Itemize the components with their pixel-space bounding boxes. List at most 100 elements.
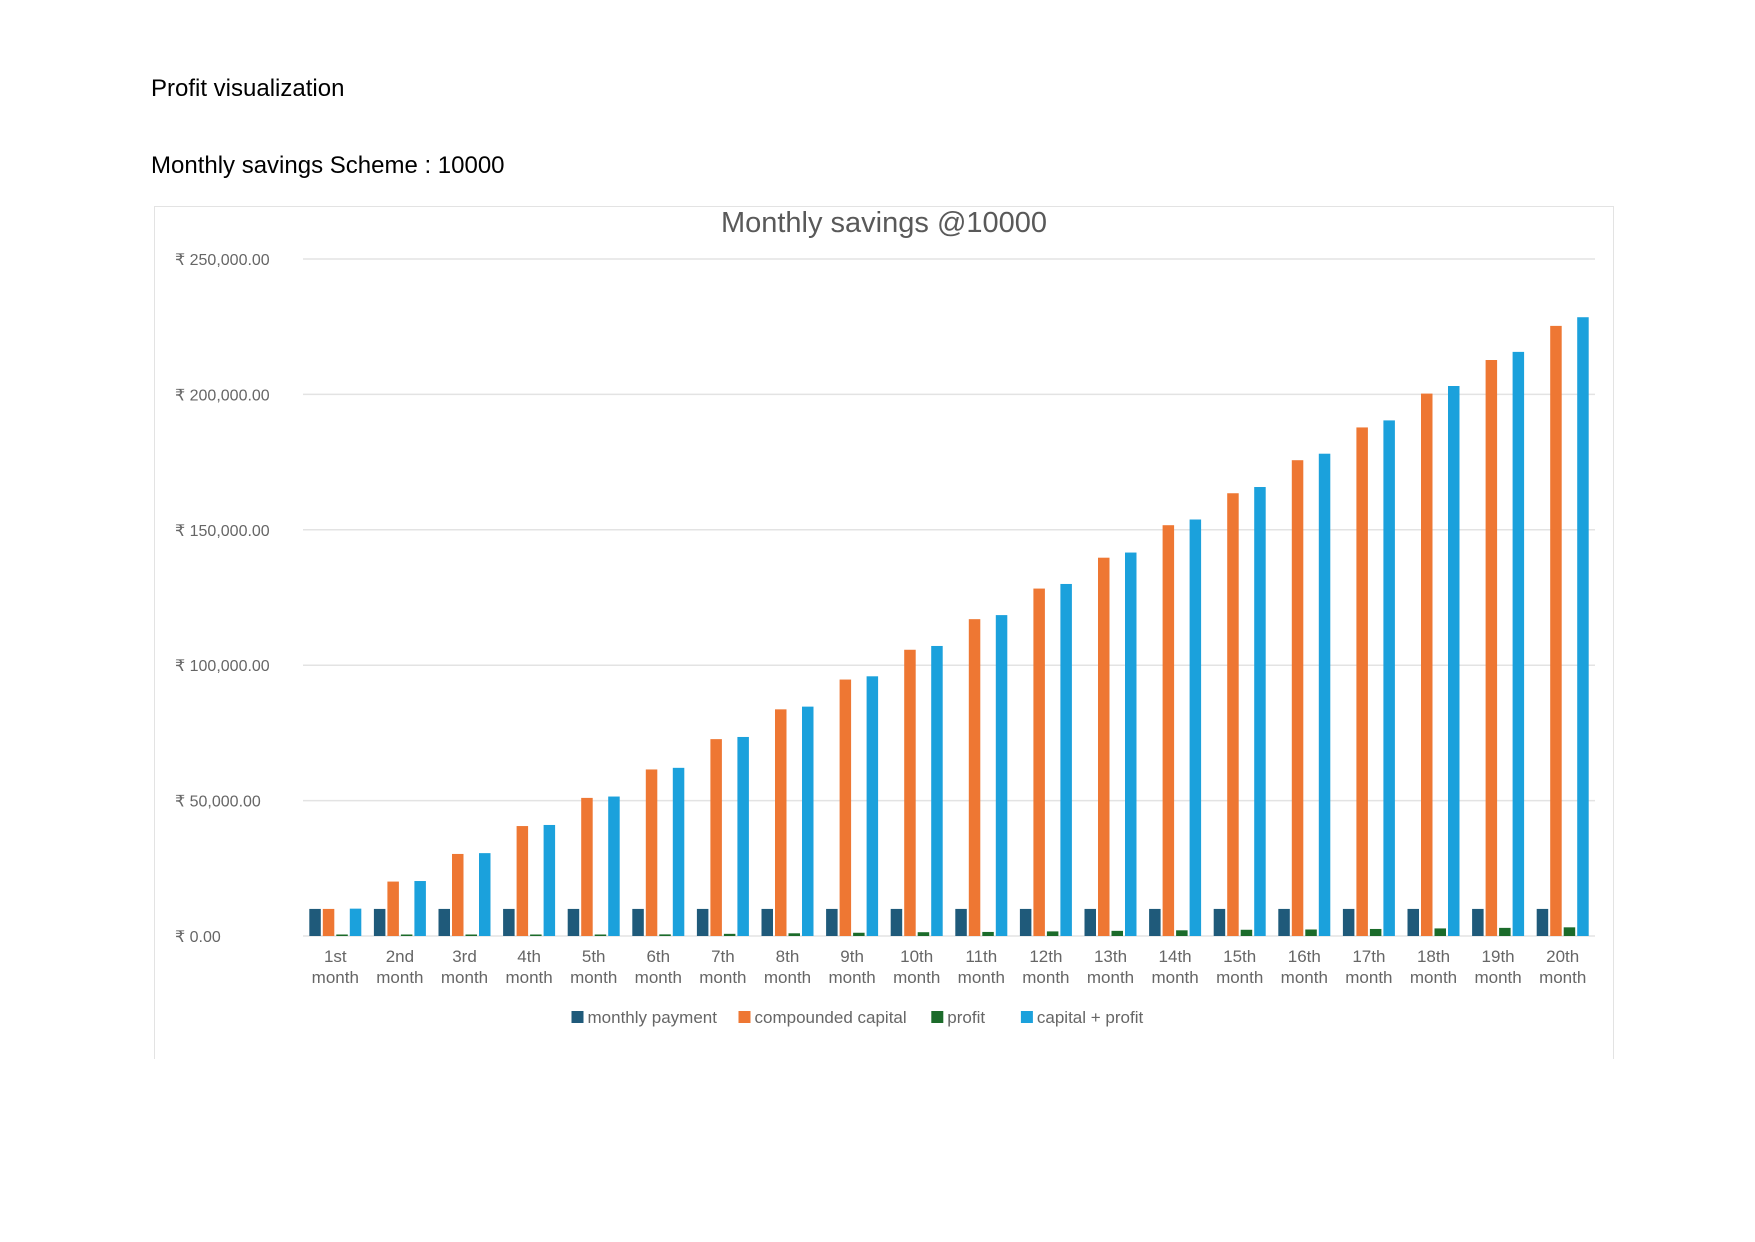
legend-swatch bbox=[931, 1011, 944, 1023]
bar-profit bbox=[853, 932, 865, 936]
bars bbox=[309, 317, 1589, 937]
bar-compounded-capital bbox=[968, 619, 981, 936]
x-tick-label: month bbox=[570, 968, 617, 987]
bar-monthly-payment bbox=[955, 908, 967, 936]
x-tick-label: month bbox=[1087, 968, 1134, 987]
bar-compounded-capital bbox=[645, 769, 658, 936]
bar-profit bbox=[1305, 929, 1317, 936]
bar-capital-profit bbox=[1448, 386, 1460, 936]
x-tick-label: 3rd bbox=[452, 947, 477, 966]
legend-swatch bbox=[738, 1011, 751, 1023]
bar-monthly-payment bbox=[632, 908, 644, 936]
legend-swatch bbox=[1020, 1011, 1033, 1023]
bar-compounded-capital bbox=[904, 649, 916, 936]
y-tick-label: ₹ 100,000.00 bbox=[175, 658, 270, 675]
x-tick-label: month bbox=[893, 968, 940, 987]
x-tick-label: 20th bbox=[1546, 947, 1579, 966]
x-tick-label: 2nd bbox=[386, 947, 414, 966]
x-tick-label: month bbox=[1410, 968, 1457, 987]
x-tick-label: month bbox=[828, 968, 875, 987]
x-tick-label: month bbox=[376, 968, 423, 987]
bar-monthly-payment bbox=[438, 908, 450, 936]
bar-profit bbox=[336, 934, 348, 936]
x-tick-label: 15th bbox=[1223, 947, 1256, 966]
y-tick-label: ₹ 200,000.00 bbox=[175, 387, 270, 404]
y-tick-label: ₹ 250,000.00 bbox=[175, 252, 270, 269]
bar-compounded-capital bbox=[1421, 393, 1433, 936]
bar-monthly-payment bbox=[1278, 908, 1290, 936]
x-tick-label: 16th bbox=[1288, 947, 1321, 966]
bar-compounded-capital bbox=[452, 853, 464, 936]
bar-profit bbox=[594, 934, 607, 936]
bar-capital-profit bbox=[1125, 552, 1137, 936]
bar-monthly-payment bbox=[1084, 908, 1096, 936]
bar-monthly-payment bbox=[1472, 908, 1484, 936]
x-tick-label: 1st bbox=[324, 947, 347, 966]
bar-capital-profit bbox=[349, 908, 362, 936]
x-tick-label: month bbox=[699, 968, 746, 987]
bar-profit bbox=[1176, 930, 1188, 936]
x-tick-label: 8th bbox=[776, 947, 800, 966]
bar-monthly-payment bbox=[1213, 908, 1226, 936]
x-tick-label: 17th bbox=[1352, 947, 1385, 966]
legend: monthly payment compounded capital profit c… bbox=[571, 1008, 1144, 1027]
x-tick-label: month bbox=[1281, 968, 1328, 987]
x-tick-label: 19th bbox=[1482, 947, 1515, 966]
bar-compounded-capital bbox=[1098, 557, 1110, 936]
legend-label: capital + profit bbox=[1037, 1008, 1144, 1027]
y-tick-label: ₹ 0.00 bbox=[175, 929, 221, 946]
bar-compounded-capital bbox=[387, 881, 399, 936]
document-subheading: Monthly savings Scheme : 10000 bbox=[151, 152, 505, 179]
bar-monthly-payment bbox=[761, 908, 773, 936]
x-tick-label: month bbox=[1345, 968, 1392, 987]
bar-monthly-payment bbox=[373, 908, 386, 936]
bar-capital-profit bbox=[543, 824, 556, 936]
bar-capital-profit bbox=[1383, 420, 1395, 936]
x-tick-label: month bbox=[1022, 968, 1069, 987]
bar-profit bbox=[917, 932, 930, 936]
legend-label: profit bbox=[947, 1008, 985, 1027]
bar-capital-profit bbox=[1318, 453, 1331, 936]
bar-capital-profit bbox=[931, 645, 943, 936]
bar-capital-profit bbox=[802, 706, 814, 936]
bar-profit bbox=[530, 934, 542, 936]
bar-profit bbox=[1563, 927, 1576, 936]
bar-capital-profit bbox=[995, 615, 1008, 936]
bar-compounded-capital bbox=[710, 739, 722, 936]
x-tick-label: month bbox=[312, 968, 359, 987]
x-tick-label: 11th bbox=[965, 947, 997, 966]
bar-monthly-payment bbox=[826, 908, 838, 936]
legend-swatch bbox=[571, 1011, 584, 1023]
x-tick-label: month bbox=[635, 968, 682, 987]
x-tick-label: month bbox=[1216, 968, 1263, 987]
bar-compounded-capital bbox=[581, 797, 593, 936]
bar-monthly-payment bbox=[1342, 908, 1355, 936]
x-tick-label: month bbox=[1151, 968, 1198, 987]
chart-frame: Monthly savings @10000 ₹ 0.00 ₹ 50,000.00… bbox=[154, 206, 1614, 1059]
bar-compounded-capital bbox=[516, 826, 529, 936]
x-tick-label: month bbox=[1474, 968, 1521, 987]
bar-compounded-capital bbox=[1356, 427, 1368, 936]
bar-chart: Monthly savings @10000 ₹ 0.00 ₹ 50,000.00… bbox=[175, 207, 1595, 1027]
x-tick-label: 7th bbox=[711, 947, 735, 966]
bar-profit bbox=[982, 931, 994, 936]
x-tick-label: 5th bbox=[582, 947, 606, 966]
x-axis: 1st month 2nd month 3rd month 4th month 5th month… bbox=[312, 947, 1587, 987]
x-tick-label: month bbox=[441, 968, 488, 987]
bar-profit bbox=[1369, 928, 1382, 936]
x-tick-label: 4th bbox=[517, 947, 541, 966]
x-tick-label: 10th bbox=[900, 947, 933, 966]
bar-compounded-capital bbox=[1033, 588, 1045, 936]
bar-capital-profit bbox=[1512, 351, 1525, 936]
x-tick-label: 18th bbox=[1417, 947, 1450, 966]
bar-monthly-payment bbox=[309, 908, 321, 936]
x-tick-label: 13th bbox=[1094, 947, 1127, 966]
bar-capital-profit bbox=[866, 676, 879, 936]
bar-profit bbox=[723, 933, 736, 936]
x-tick-label: 12th bbox=[1029, 947, 1062, 966]
bar-monthly-payment bbox=[890, 908, 903, 936]
y-tick-label: ₹ 150,000.00 bbox=[175, 523, 270, 540]
bar-capital-profit bbox=[1060, 583, 1072, 936]
legend-label: compounded capital bbox=[755, 1008, 907, 1027]
gridlines bbox=[303, 258, 1595, 937]
